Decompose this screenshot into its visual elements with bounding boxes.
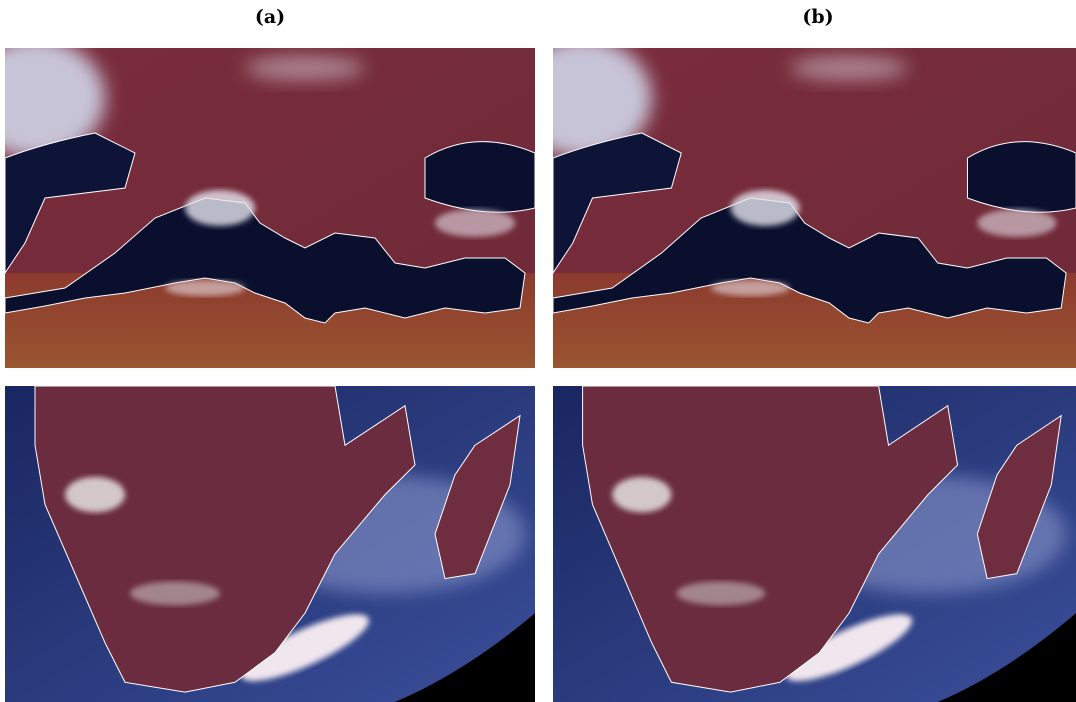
panel-label: (b) bbox=[718, 6, 918, 28]
panel-label: (a) bbox=[170, 6, 370, 28]
satellite-image bbox=[553, 386, 1076, 702]
satellite-image bbox=[5, 48, 535, 368]
figure: (a) (b) bbox=[0, 0, 1076, 702]
satellite-image bbox=[553, 48, 1076, 368]
satellite-image bbox=[5, 386, 535, 702]
